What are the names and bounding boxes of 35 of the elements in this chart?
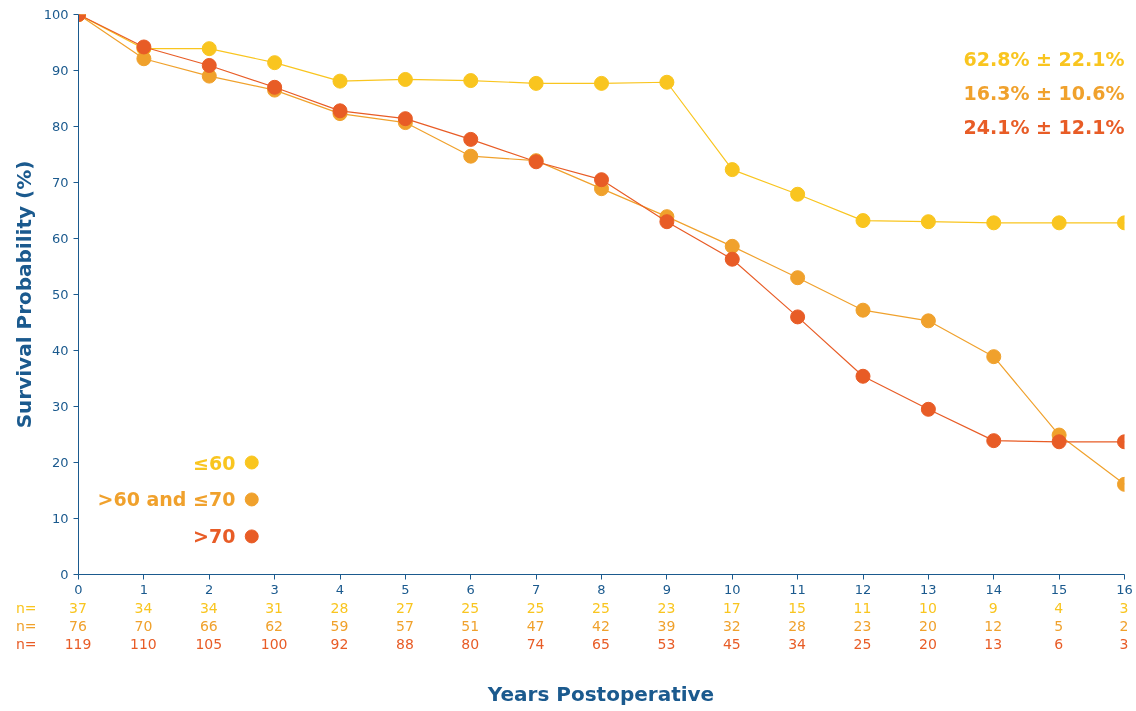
x-tick-label: 12 — [854, 581, 872, 597]
x-tick-label: 6 — [466, 581, 475, 597]
x-tick-label: 1 — [139, 581, 149, 597]
x-tick-label: 15 — [1050, 581, 1068, 597]
x-tick-label: 14 — [985, 581, 1003, 597]
y-tick-label: 40 — [51, 343, 69, 358]
x-tick-label: 10 — [723, 581, 741, 597]
y-tick-label: 0 — [60, 567, 69, 582]
x-tick-label: 2 — [205, 581, 214, 597]
y-tick-label: 90 — [51, 63, 69, 78]
y-tick-label: 50 — [51, 287, 69, 302]
x-tick-label: 5 — [401, 581, 410, 597]
x-tick-label: 16 — [1116, 581, 1133, 597]
y-axis-title: Survival Probability (%) — [11, 160, 36, 429]
y-tick-label: 20 — [51, 455, 69, 470]
x-tick-label: 13 — [920, 581, 937, 597]
x-tick-label: 7 — [531, 581, 541, 597]
y-tick-label: 100 — [43, 7, 69, 22]
x-tick-label: 0 — [74, 581, 83, 597]
annotation: 24.1% ± 12.1% — [963, 115, 1125, 138]
annotation: 62.8% ± 22.1% — [963, 48, 1125, 71]
y-tick-label: 60 — [51, 231, 69, 246]
x-tick-label: 9 — [662, 581, 672, 597]
y-tick-label: 80 — [51, 119, 69, 134]
y-tick-label: 10 — [51, 511, 69, 526]
y-tick-label: 70 — [51, 175, 69, 190]
x-tick-label: 4 — [335, 581, 345, 597]
x-tick-label: 8 — [597, 581, 606, 597]
x-tick-label: 11 — [789, 581, 806, 597]
annotation: 16.3% ± 10.6% — [963, 81, 1125, 104]
y-tick-label: 30 — [51, 399, 69, 414]
legend-label: >60 and ≤70 — [97, 488, 236, 511]
legend-label: >70 — [193, 525, 236, 548]
legend-label: ≤60 — [193, 451, 236, 474]
x-tick-label: 3 — [270, 581, 279, 597]
